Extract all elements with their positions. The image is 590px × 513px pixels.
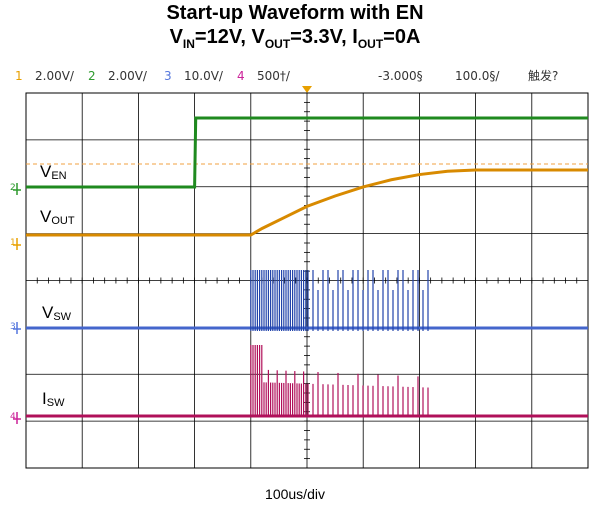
vsw-label: VSW — [42, 303, 72, 323]
ven-label: VEN — [40, 162, 67, 182]
ch1-scale: 2.00V/ — [35, 69, 75, 83]
ch4-ground-icon — [13, 412, 21, 424]
trigger-status: 触发? — [528, 68, 558, 83]
ven-trace — [26, 116, 588, 189]
x-axis-label: 100us/div — [265, 486, 325, 502]
ch2-number: 2 — [88, 69, 96, 83]
ch4-number: 4 — [237, 69, 245, 83]
iout-label: IOUT=0A — [352, 26, 421, 51]
ch3-scale: 10.0V/ — [184, 69, 224, 83]
plot-grid — [25, 92, 589, 469]
vout-label: VOUT=3.3V, — [251, 26, 353, 51]
ch4-scale: 500†/ — [257, 69, 291, 83]
ch2-ground-marker: 2 — [10, 183, 16, 193]
isw-label: ISW — [42, 389, 65, 409]
ch1-ground-icon — [13, 238, 21, 250]
ch1-ground-marker: 1 — [10, 238, 16, 248]
time-scale: 100.0§/ — [455, 69, 500, 83]
trigger-marker — [302, 86, 312, 93]
ch3-ground-marker: 3 — [10, 322, 16, 332]
ch2-scale: 2.00V/ — [108, 69, 148, 83]
chart-title: Start-up Waveform with EN — [166, 2, 424, 24]
waveform-traces — [26, 116, 588, 418]
vout-label: VOUT — [40, 207, 75, 227]
ch4-ground-marker: 4 — [10, 412, 16, 422]
ch1-number: 1 — [15, 69, 23, 83]
chart-subtitle: VIN=12V, VOUT=3.3V, IOUT=0A — [0, 26, 590, 51]
vin-label: VIN=12V, — [169, 26, 252, 51]
ch3-ground-icon — [13, 322, 21, 334]
trigger-position: -3.000§ — [378, 69, 423, 83]
ch2-ground-icon — [13, 183, 21, 195]
ch3-number: 3 — [164, 69, 172, 83]
vout-trace — [26, 168, 588, 237]
